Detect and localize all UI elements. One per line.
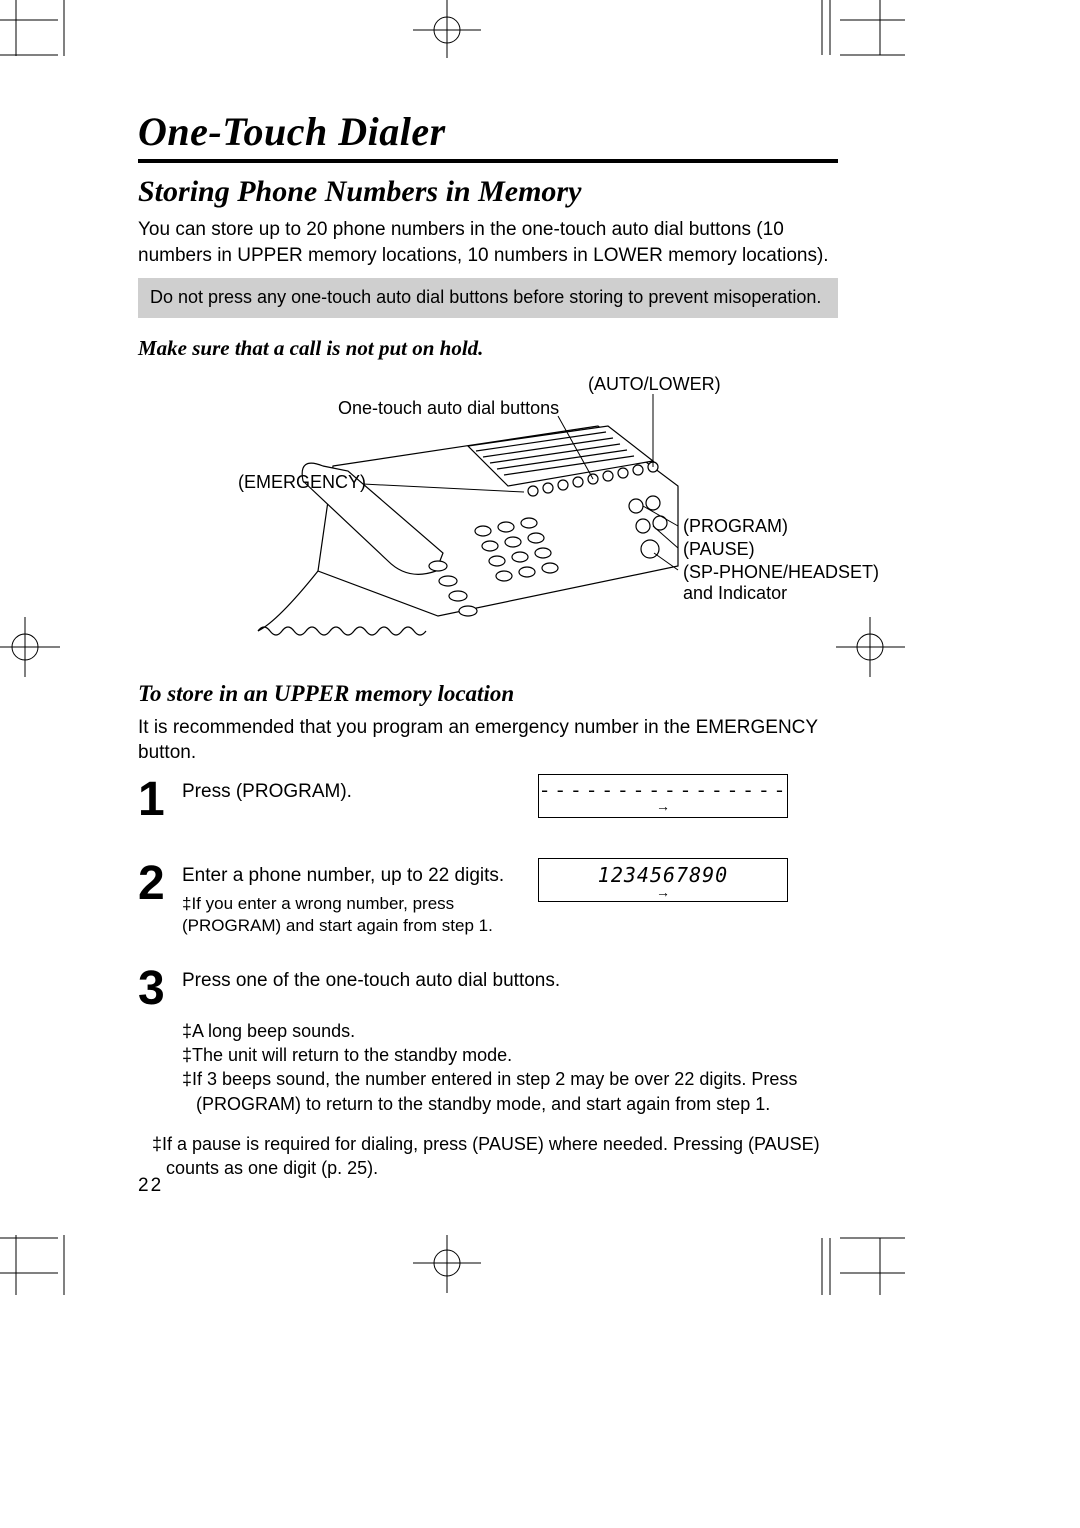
warning-box: Do not press any one-touch auto dial but… (138, 278, 838, 317)
lcd-step-2: 1234567890 → (538, 858, 788, 902)
title-rule (138, 159, 838, 163)
label-program: (PROGRAM) (683, 516, 788, 538)
lcd-step-2-arrow: → (539, 886, 787, 902)
step-1-text: Press (PROGRAM). (182, 781, 352, 802)
lcd-step-1: - - - - - - - - - - - - - - - - → (538, 774, 788, 818)
lcd-step-2-text: 1234567890 (598, 863, 728, 887)
intro-text: You can store up to 20 phone numbers in … (138, 217, 838, 268)
footer-note: ‡If a pause is required for dialing, pre… (152, 1132, 838, 1181)
label-auto-lower: (AUTO/LOWER) (588, 374, 721, 396)
lcd-step-1-text: - - - - - - - - - - - - - - - - (541, 779, 785, 801)
label-emergency: (EMERGENCY) (238, 472, 366, 494)
page-number: 22 (138, 1175, 163, 1197)
subsection-title: To store in an UPPER memory location (138, 681, 838, 707)
step-2-sub: ‡If you enter a wrong number, press (PRO… (182, 893, 522, 937)
step-3: 3 Press one of the one-touch auto dial b… (138, 965, 838, 1013)
step-3-num: 3 (138, 965, 182, 1013)
phone-diagram: (AUTO/LOWER) One-touch auto dial buttons… (138, 371, 838, 671)
step-2: 2 Enter a phone number, up to 22 digits.… (138, 860, 838, 937)
step-3-bullet-1: ‡The unit will return to the standby mod… (182, 1043, 838, 1067)
page-title: One-Touch Dialer (138, 108, 838, 155)
label-one-touch: One-touch auto dial buttons (338, 398, 559, 420)
subsection-intro: It is recommended that you program an em… (138, 715, 838, 766)
precondition: Make sure that a call is not put on hold… (138, 336, 838, 361)
label-sp-phone: (SP-PHONE/HEADSET) and Indicator (683, 562, 879, 605)
step-3-text: Press one of the one-touch auto dial but… (182, 970, 560, 991)
step-3-bullet-0: ‡A long beep sounds. (182, 1019, 838, 1043)
section-title: Storing Phone Numbers in Memory (138, 175, 838, 209)
content-area: One-Touch Dialer Storing Phone Numbers i… (138, 108, 838, 1199)
step-2-num: 2 (138, 860, 182, 908)
step-3-bullet-2: ‡If 3 beeps sound, the number entered in… (182, 1067, 838, 1116)
step-1: 1 Press (PROGRAM). - - - - - - - - - - -… (138, 776, 838, 824)
label-pause: (PAUSE) (683, 539, 755, 561)
lcd-step-1-arrow: → (539, 800, 787, 816)
step-1-num: 1 (138, 776, 182, 824)
step-2-text: Enter a phone number, up to 22 digits. (182, 865, 504, 886)
manual-page: One-Touch Dialer Storing Phone Numbers i… (0, 0, 1080, 1528)
